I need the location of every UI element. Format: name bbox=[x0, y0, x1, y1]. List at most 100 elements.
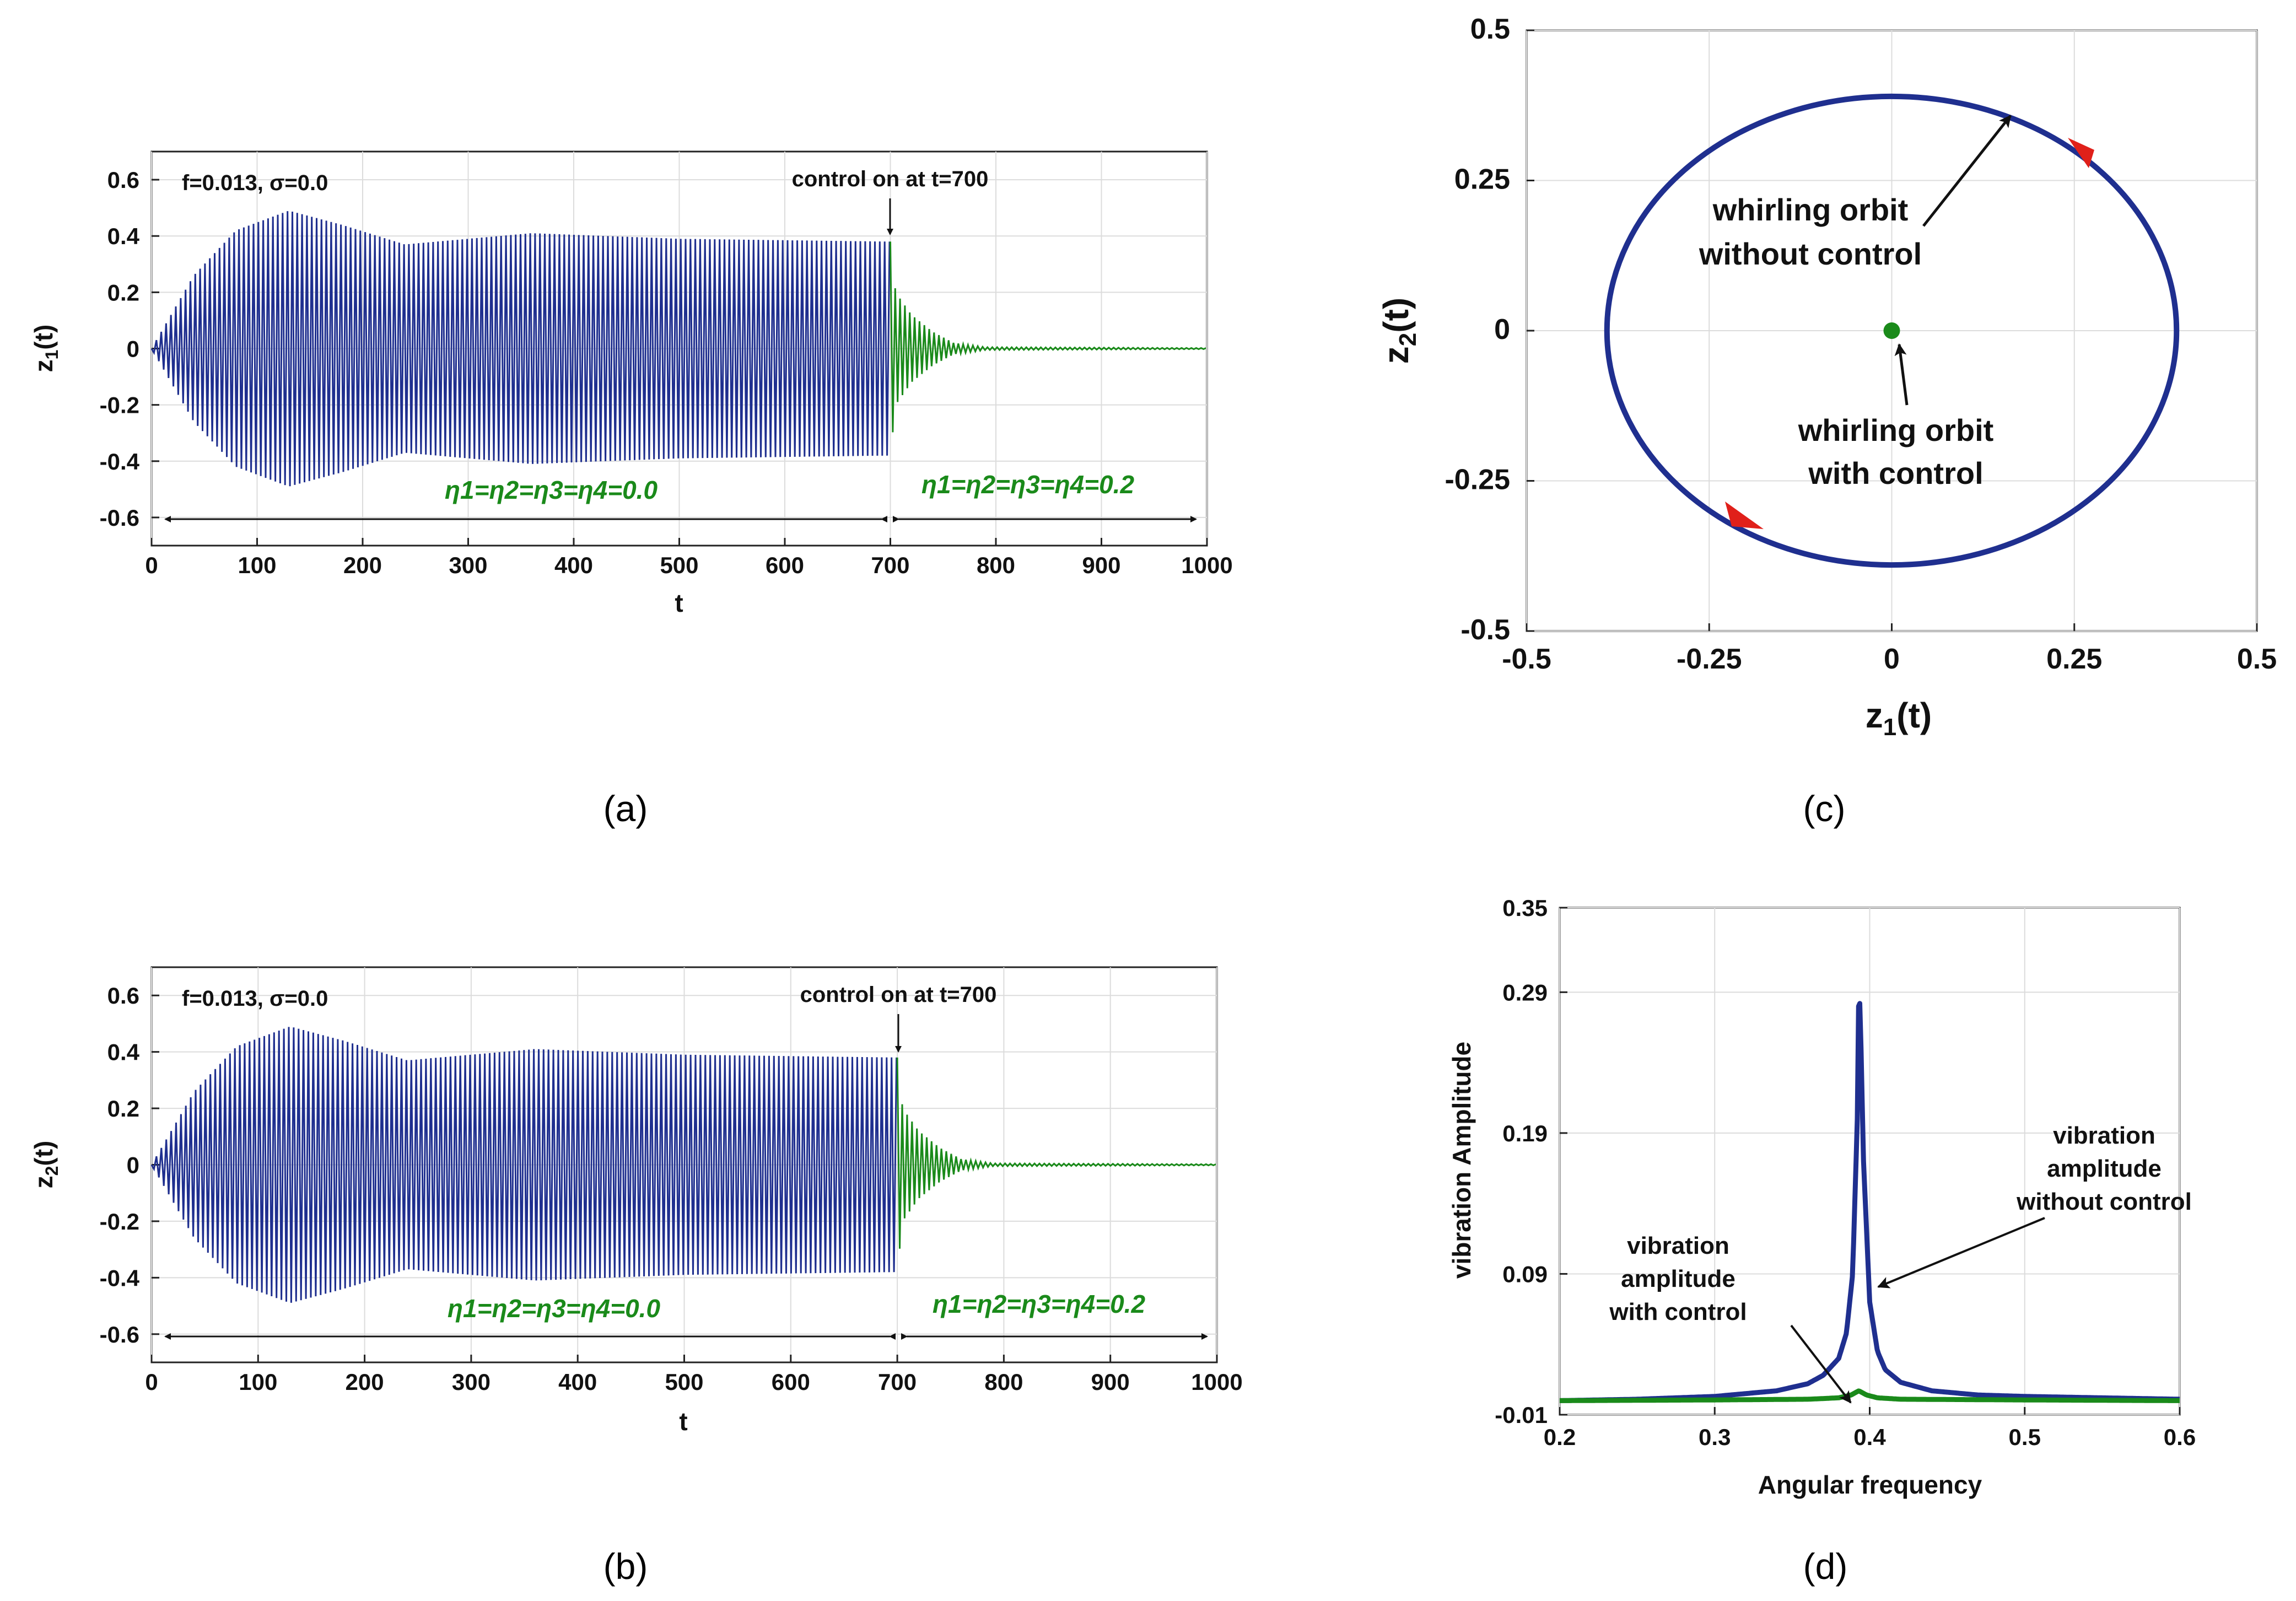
tick-label-y-a: 0.4 bbox=[107, 223, 140, 249]
tick-label-x-a: 500 bbox=[660, 552, 698, 578]
series-without-control-a bbox=[150, 211, 891, 487]
tick-label-y-b: 0.4 bbox=[107, 1039, 140, 1065]
orbit-without-control bbox=[1604, 93, 2180, 568]
panel-label-a: (a) bbox=[603, 788, 648, 829]
tick-label-x-c: -0.5 bbox=[1502, 643, 1551, 675]
direction-arrow-bottom bbox=[1725, 502, 1764, 529]
amp-with-arrow bbox=[1790, 1324, 1852, 1404]
tick-label-x-c: 0.25 bbox=[2046, 643, 2102, 675]
tick-label-x-d: 0.3 bbox=[1699, 1424, 1731, 1450]
eta-after-label-b: η1=η2=η3=η4=0.2 bbox=[933, 1290, 1146, 1318]
xlabel-d: Angular frequency bbox=[1758, 1470, 1982, 1499]
tick-label-y-c: 0 bbox=[1494, 314, 1510, 346]
tick-label-y-a: 0.2 bbox=[107, 279, 139, 305]
control-note-b: control on at t=700 bbox=[800, 983, 997, 1007]
params-label-a: f=0.013, σ=0.0 bbox=[182, 171, 328, 195]
amp-without-label-line1: vibration bbox=[2053, 1122, 2155, 1149]
tick-label-y-b: 0.2 bbox=[107, 1096, 139, 1122]
tick-label-y-d: 0.35 bbox=[1502, 895, 1548, 921]
tick-label-x-a: 200 bbox=[343, 552, 382, 578]
ticks-b: 0 100 200 300 400 500 600 700 800 900 1000 0.6 0.4 0.… bbox=[100, 983, 1243, 1395]
tick-label-x-a: 0 bbox=[145, 552, 158, 578]
tick-label-y-b: -0.6 bbox=[100, 1322, 139, 1347]
panel-label-b: (b) bbox=[603, 1546, 648, 1587]
eta-before-label-b: η1=η2=η3=η4=0.0 bbox=[448, 1294, 661, 1323]
tick-label-x-b: 300 bbox=[452, 1369, 491, 1395]
ylabel-c: z2(t) bbox=[1376, 298, 1421, 364]
amp-with-label-line3: with control bbox=[1609, 1298, 1747, 1325]
series-b bbox=[150, 1027, 1216, 1303]
ticks-c: -0.5 -0.25 0 0.25 0.5 0.5 0.25 0 -0.25 -0.5 bbox=[1445, 13, 2277, 675]
tick-label-y-c: 0.5 bbox=[1470, 13, 1510, 45]
tick-label-y-d: 0.09 bbox=[1502, 1261, 1548, 1287]
series-d bbox=[1558, 1001, 2181, 1403]
curve-with-control bbox=[1558, 1388, 2181, 1403]
tick-label-x-d: 0.2 bbox=[1544, 1424, 1576, 1450]
control-note-a: control on at t=700 bbox=[792, 167, 989, 191]
series-with-control-b bbox=[896, 1057, 1216, 1249]
tick-label-x-b: 400 bbox=[558, 1369, 597, 1395]
tick-label-y-c: 0.25 bbox=[1454, 164, 1510, 196]
tick-label-y-a: -0.6 bbox=[100, 505, 139, 531]
panel-label-c: (c) bbox=[1803, 788, 1846, 829]
orbit-with-label-line1: whirling orbit bbox=[1798, 413, 1994, 448]
tick-label-x-b: 100 bbox=[239, 1369, 277, 1395]
tick-label-x-b: 600 bbox=[772, 1369, 810, 1395]
tick-label-x-d: 0.6 bbox=[2164, 1424, 2196, 1450]
tick-label-x-b: 500 bbox=[665, 1369, 703, 1395]
orbit-without-label-line1: whirling orbit bbox=[1712, 192, 1909, 227]
amp-without-label-line2: amplitude bbox=[2047, 1155, 2162, 1182]
tick-label-x-a: 600 bbox=[766, 552, 804, 578]
amp-without-arrow bbox=[1877, 1217, 2045, 1289]
xlabel-b: t bbox=[679, 1407, 687, 1436]
series-c bbox=[1604, 93, 2180, 568]
tick-label-x-d: 0.4 bbox=[1853, 1424, 1886, 1450]
grid-d bbox=[1559, 907, 2180, 1415]
ticks-d: 0.2 0.3 0.4 0.5 0.6 0.35 0.29 0.19 0.09 -0.01 bbox=[1495, 895, 2196, 1450]
panel-label-d: (d) bbox=[1803, 1546, 1848, 1587]
tick-label-x-a: 700 bbox=[871, 552, 909, 578]
tick-label-x-a: 100 bbox=[238, 552, 276, 578]
params-label-b: f=0.013, σ=0.0 bbox=[182, 987, 328, 1011]
orbit-with-arrow bbox=[1894, 343, 1909, 406]
tick-label-x-a: 300 bbox=[449, 552, 487, 578]
xlabel-c: z1(t) bbox=[1866, 696, 1932, 741]
tick-label-x-b: 200 bbox=[346, 1369, 384, 1395]
ticks-a: 0 100 200 300 400 500 600 700 800 900 1000 0.6 0.4 0.… bbox=[100, 167, 1233, 578]
tick-label-y-b: -0.4 bbox=[100, 1265, 140, 1291]
direction-arrow-top bbox=[2068, 138, 2094, 168]
tick-label-x-a: 900 bbox=[1082, 552, 1120, 578]
chart-d: 0.2 0.3 0.4 0.5 0.6 0.35 0.29 0.19 0.09 -0.01 Ang… bbox=[1447, 895, 2196, 1587]
tick-label-x-b: 0 bbox=[145, 1369, 158, 1395]
tick-label-y-d: 0.29 bbox=[1502, 979, 1548, 1005]
tick-label-y-b: 0 bbox=[127, 1152, 139, 1178]
ylabel-d: vibration Amplitude bbox=[1447, 1042, 1476, 1279]
tick-label-y-a: -0.2 bbox=[100, 392, 139, 418]
tick-label-x-b: 800 bbox=[984, 1369, 1023, 1395]
tick-label-y-c: -0.25 bbox=[1445, 464, 1510, 496]
tick-label-y-a: 0.6 bbox=[107, 167, 139, 193]
amp-with-label-line2: amplitude bbox=[1621, 1265, 1736, 1292]
series-with-control-a bbox=[890, 241, 1206, 433]
tick-label-x-c: 0.5 bbox=[2237, 643, 2277, 675]
tick-label-y-a: 0 bbox=[127, 336, 139, 362]
xlabel-a: t bbox=[675, 589, 683, 617]
ylabel-b: z2(t) bbox=[29, 1141, 62, 1189]
tick-label-x-b: 700 bbox=[878, 1369, 917, 1395]
tick-label-y-b: 0.6 bbox=[107, 983, 139, 1009]
tick-label-x-a: 400 bbox=[554, 552, 593, 578]
series-a bbox=[150, 211, 1206, 487]
series-without-control-b bbox=[150, 1027, 898, 1303]
ylabel-a: z1(t) bbox=[29, 325, 62, 373]
tick-label-x-d: 0.5 bbox=[2009, 1424, 2041, 1450]
tick-label-y-b: -0.2 bbox=[100, 1209, 139, 1235]
tick-label-y-d: -0.01 bbox=[1495, 1402, 1548, 1428]
amp-without-label-line3: without control bbox=[2016, 1188, 2192, 1215]
orbit-with-label-line2: with control bbox=[1808, 456, 1983, 490]
eta-before-label-a: η1=η2=η3=η4=0.0 bbox=[445, 476, 658, 504]
tick-label-x-c: -0.25 bbox=[1677, 643, 1742, 675]
orbit-with-control bbox=[1883, 322, 1900, 339]
orbit-without-arrow bbox=[1922, 115, 2012, 227]
eta-after-label-a: η1=η2=η3=η4=0.2 bbox=[921, 470, 1135, 499]
